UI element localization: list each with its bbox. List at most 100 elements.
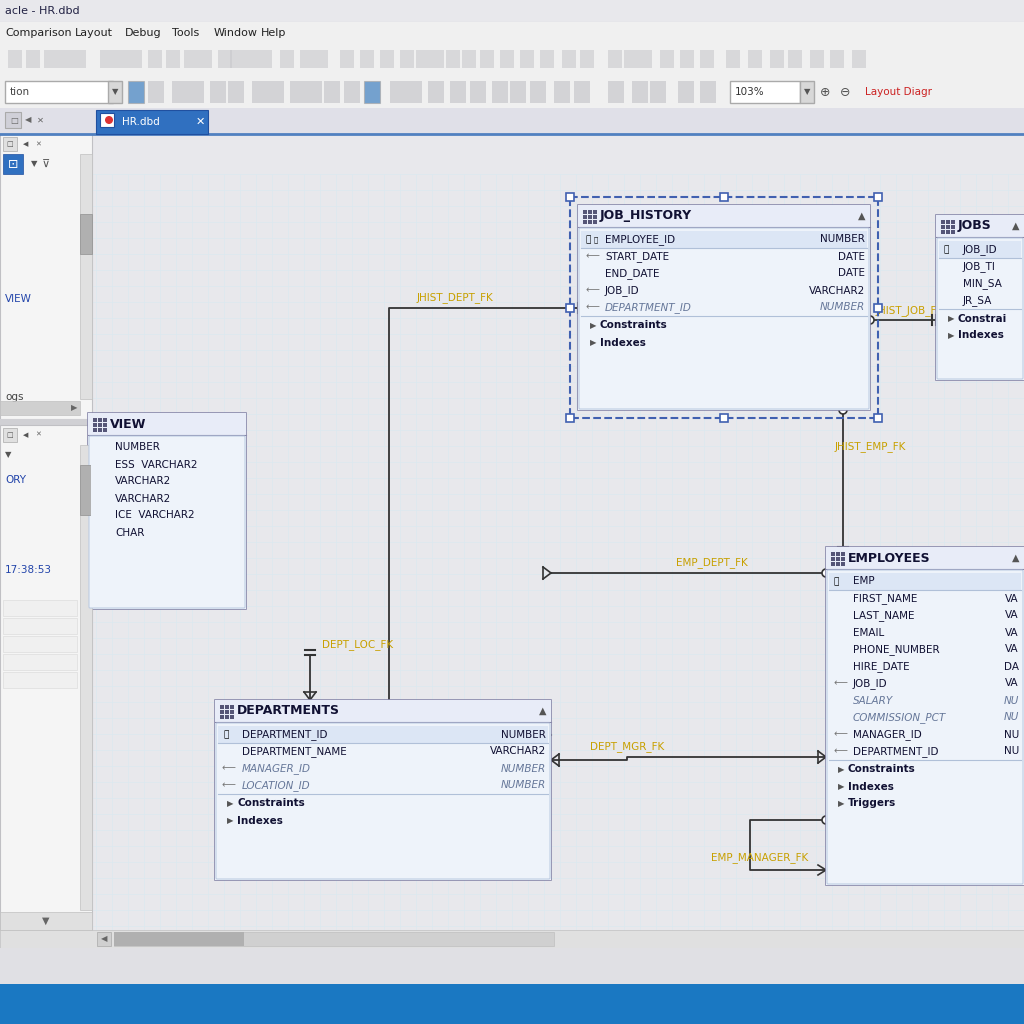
Text: ⊕: ⊕ (820, 85, 830, 98)
Text: VA: VA (1006, 628, 1019, 638)
Bar (638, 50, 652, 68)
Bar (480, 50, 494, 68)
Text: Comparison: Comparison (5, 28, 72, 38)
Text: ◀: ◀ (100, 935, 108, 943)
Text: Indexes: Indexes (848, 781, 894, 792)
Bar (80, 445, 92, 910)
Bar (608, 81, 624, 103)
Bar (290, 81, 306, 103)
Bar (44, 50, 58, 68)
Bar (841, 552, 845, 556)
Text: DEPARTMENTS: DEPARTMENTS (237, 705, 340, 718)
Bar (3, 600, 77, 616)
Text: ◀: ◀ (24, 141, 29, 147)
Text: acle - HR.dbd: acle - HR.dbd (5, 6, 80, 16)
Bar (700, 50, 714, 68)
Bar (581, 317, 867, 334)
Bar (268, 81, 284, 103)
Bar (108, 81, 122, 103)
Bar (91, 439, 243, 456)
Bar (951, 225, 955, 229)
Bar (829, 675, 1021, 692)
Bar (406, 81, 422, 103)
Bar (215, 722, 551, 880)
Text: ✕: ✕ (196, 117, 206, 127)
Text: VIEW: VIEW (5, 294, 32, 304)
Text: Help: Help (261, 28, 287, 38)
FancyBboxPatch shape (827, 570, 1023, 884)
Bar (91, 490, 243, 507)
Bar (829, 743, 1021, 760)
Bar (300, 50, 314, 68)
Text: 🔑: 🔑 (223, 730, 228, 739)
Bar (720, 414, 728, 422)
Text: ◀: ◀ (24, 432, 29, 438)
Bar (218, 726, 548, 743)
Text: Constraints: Constraints (600, 321, 668, 331)
Bar (88, 435, 246, 609)
Bar (114, 50, 128, 68)
Bar (91, 473, 243, 490)
Text: ▼: ▼ (31, 160, 37, 169)
Bar (826, 569, 1024, 885)
Bar (188, 81, 204, 103)
Bar (148, 50, 162, 68)
Bar (97, 932, 111, 946)
Bar (93, 423, 97, 427)
Text: Indexes: Indexes (600, 338, 646, 347)
Bar (230, 705, 234, 709)
Text: CHAR: CHAR (115, 527, 144, 538)
Text: ▲: ▲ (540, 706, 547, 716)
Text: ▶: ▶ (71, 403, 77, 413)
Text: 🔑: 🔑 (594, 237, 598, 243)
Text: DEPT_LOC_FK: DEPT_LOC_FK (323, 640, 393, 650)
Circle shape (866, 316, 874, 324)
Bar (128, 50, 142, 68)
Text: Indexes: Indexes (237, 815, 283, 825)
Bar (624, 50, 638, 68)
Text: Layout: Layout (75, 28, 113, 38)
Bar (96, 110, 208, 134)
Bar (593, 220, 597, 224)
Bar (314, 50, 328, 68)
Bar (252, 81, 268, 103)
Text: □: □ (7, 141, 13, 147)
Bar (98, 418, 102, 422)
Text: FIRST_NAME: FIRST_NAME (853, 593, 918, 604)
Bar (581, 248, 867, 265)
Bar (720, 193, 728, 201)
Bar (0, 108, 1024, 134)
Bar (3, 428, 17, 442)
Bar (3, 137, 17, 151)
Text: JHIST_JOB_FK: JHIST_JOB_FK (876, 305, 944, 316)
Text: VA: VA (1006, 610, 1019, 621)
Bar (100, 113, 114, 127)
Bar (220, 705, 224, 709)
Bar (0, 401, 80, 415)
Bar (428, 81, 444, 103)
Text: DATE: DATE (838, 252, 865, 261)
Bar (939, 258, 1021, 275)
Text: ▼: ▼ (804, 87, 810, 96)
Text: ▶: ▶ (590, 338, 597, 347)
Text: ▼: ▼ (5, 451, 11, 460)
Text: DEPARTMENT_NAME: DEPARTMENT_NAME (242, 746, 347, 757)
Bar (80, 154, 92, 399)
Bar (225, 715, 229, 719)
Bar (258, 50, 272, 68)
Bar (726, 50, 740, 68)
Bar (951, 230, 955, 234)
Bar (93, 428, 97, 432)
Bar (215, 700, 551, 880)
Text: Window: Window (214, 28, 258, 38)
Bar (100, 50, 114, 68)
Bar (583, 215, 587, 219)
Bar (306, 81, 322, 103)
Bar (103, 423, 106, 427)
Bar (400, 50, 414, 68)
Bar (939, 327, 1021, 344)
Text: VA: VA (1006, 644, 1019, 654)
Text: VARCHAR2: VARCHAR2 (809, 286, 865, 296)
Text: START_DATE: START_DATE (605, 251, 669, 262)
Bar (829, 658, 1021, 675)
